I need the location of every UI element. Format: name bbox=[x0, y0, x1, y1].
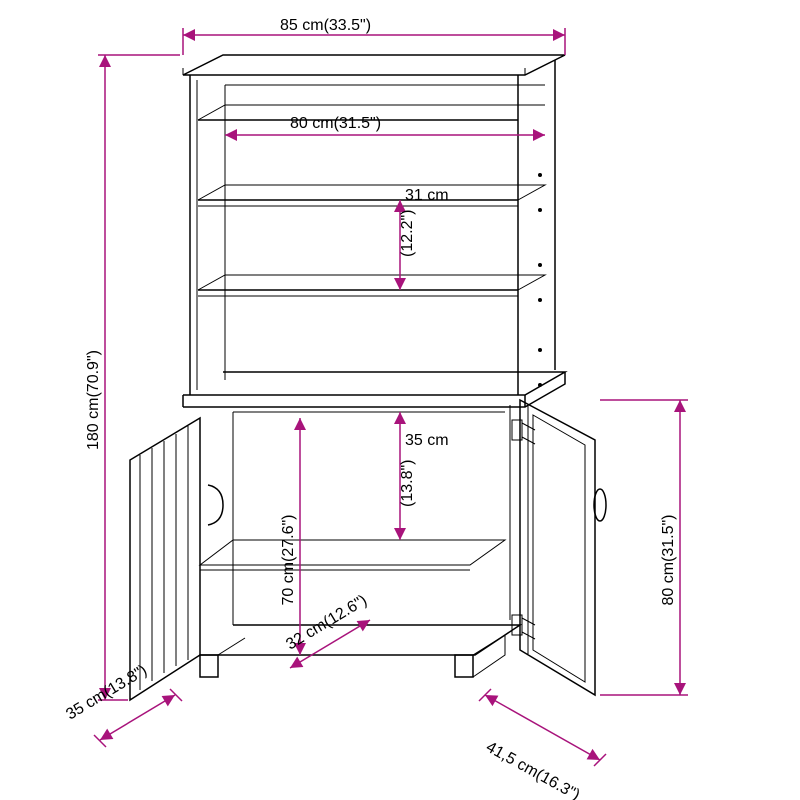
label-depth: 35 cm(13.8") bbox=[63, 662, 150, 723]
label-inner-width: 80 cm(31.5") bbox=[290, 115, 381, 132]
label-width-top: 85 cm(33.5") bbox=[280, 17, 371, 34]
dim-depth bbox=[100, 695, 175, 740]
label-total-height: 180 cm(70.9") bbox=[85, 350, 102, 450]
label-door-width: 41,5 cm(16.3") bbox=[483, 739, 583, 800]
label-lower-height: 80 cm(31.5") bbox=[660, 514, 677, 605]
cabinet-diagram: 85 cm(33.5") 80 cm(31.5") 31 cm (12.2") … bbox=[0, 0, 800, 800]
label-door-height: 70 cm(27.6") bbox=[280, 514, 297, 605]
label-inner-shelf-cm: 35 cm bbox=[405, 432, 449, 449]
label-shelf-height-cm: 31 cm bbox=[405, 187, 449, 204]
label-inner-shelf-in: (13.8") bbox=[399, 460, 416, 507]
label-shelf-height-in: (12.2") bbox=[399, 210, 416, 257]
